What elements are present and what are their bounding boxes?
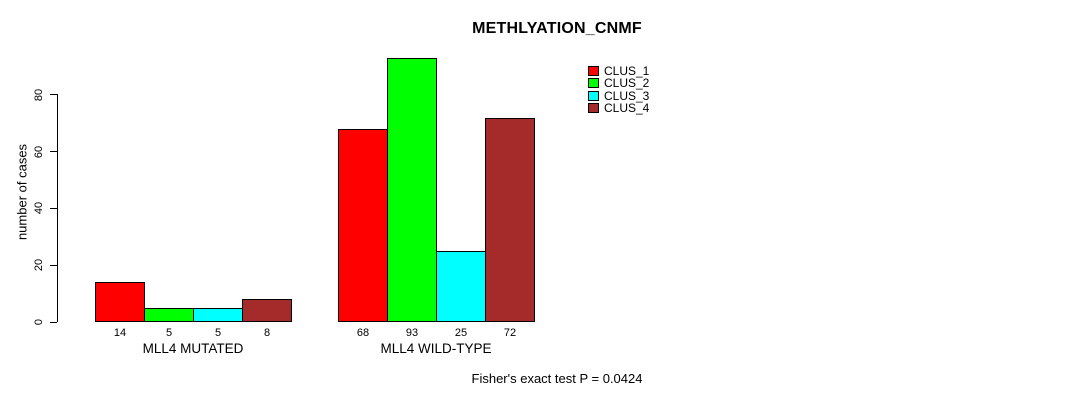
y-axis-tick bbox=[50, 94, 57, 96]
bar-value-label: 72 bbox=[503, 327, 517, 339]
bar-value-label: 8 bbox=[263, 327, 271, 339]
legend-label: CLUS_3 bbox=[604, 88, 650, 103]
legend-item: CLUS_3 bbox=[588, 90, 649, 102]
legend-item: CLUS_1 bbox=[588, 65, 649, 77]
legend-swatch bbox=[588, 78, 599, 89]
bar-clus_1-2 bbox=[338, 128, 388, 322]
legend-label: CLUS_1 bbox=[604, 64, 650, 79]
legend-item: CLUS_4 bbox=[588, 102, 649, 114]
bar-clus_2-2 bbox=[387, 57, 437, 322]
bar-clus_4-2 bbox=[485, 117, 535, 322]
y-axis-label: number of cases bbox=[14, 143, 30, 241]
bar-value-label: 5 bbox=[214, 327, 222, 339]
bar-value-label: 14 bbox=[113, 327, 127, 339]
bar-value-label: 93 bbox=[405, 327, 419, 339]
y-axis-tick-label: 60 bbox=[33, 145, 45, 158]
bar-clus_1-1 bbox=[95, 282, 145, 322]
chart-title: METHLYATION_CNMF bbox=[472, 20, 642, 37]
y-axis-tick-label: 80 bbox=[33, 88, 45, 101]
bar-value-label: 5 bbox=[165, 327, 173, 339]
y-axis-tick bbox=[50, 151, 57, 153]
group-label: MLL4 MUTATED bbox=[142, 341, 244, 356]
bar-clus_3-1 bbox=[193, 307, 243, 322]
y-axis-tick-label: 0 bbox=[33, 318, 45, 326]
legend-swatch bbox=[588, 103, 599, 114]
y-axis-tick-label: 20 bbox=[33, 259, 45, 272]
group-label: MLL4 WILD-TYPE bbox=[380, 341, 492, 356]
bar-value-label: 68 bbox=[356, 327, 370, 339]
legend: CLUS_1 CLUS_2 CLUS_3 CLUS_4 bbox=[588, 65, 649, 114]
annotation-text: Fisher's exact test P = 0.0424 bbox=[471, 371, 643, 386]
bar-value-label: 25 bbox=[454, 327, 468, 339]
legend-item: CLUS_2 bbox=[588, 77, 649, 89]
y-axis-tick bbox=[50, 207, 57, 209]
y-axis-tick bbox=[50, 264, 57, 266]
y-axis-line bbox=[57, 94, 58, 322]
bar-clus_2-1 bbox=[144, 307, 194, 322]
legend-label: CLUS_4 bbox=[604, 101, 650, 116]
legend-swatch bbox=[588, 66, 599, 77]
legend-swatch bbox=[588, 90, 599, 101]
bar-clus_4-1 bbox=[242, 299, 292, 322]
bar-clus_3-2 bbox=[436, 251, 486, 322]
y-axis-tick bbox=[50, 321, 57, 323]
legend-label: CLUS_2 bbox=[604, 76, 650, 91]
y-axis-tick-label: 40 bbox=[33, 202, 45, 215]
